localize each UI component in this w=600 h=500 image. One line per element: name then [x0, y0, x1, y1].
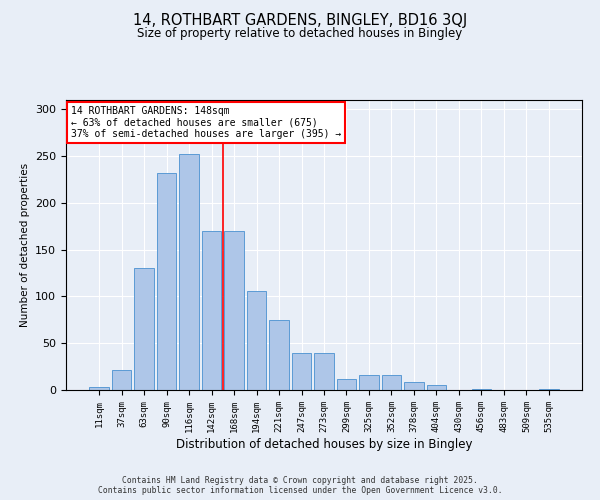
Bar — [224, 231, 244, 390]
Bar — [359, 375, 379, 390]
Bar — [112, 370, 131, 390]
Bar — [89, 387, 109, 390]
Bar — [247, 291, 266, 390]
Y-axis label: Number of detached properties: Number of detached properties — [20, 163, 29, 327]
Bar — [292, 352, 311, 390]
Text: 14 ROTHBART GARDENS: 148sqm
← 63% of detached houses are smaller (675)
37% of se: 14 ROTHBART GARDENS: 148sqm ← 63% of det… — [71, 106, 341, 139]
Text: Size of property relative to detached houses in Bingley: Size of property relative to detached ho… — [137, 28, 463, 40]
Bar — [314, 352, 334, 390]
Bar — [539, 389, 559, 390]
Bar — [134, 268, 154, 390]
Bar — [337, 379, 356, 390]
Bar — [202, 231, 221, 390]
Bar — [404, 382, 424, 390]
Bar — [157, 173, 176, 390]
Text: 14, ROTHBART GARDENS, BINGLEY, BD16 3QJ: 14, ROTHBART GARDENS, BINGLEY, BD16 3QJ — [133, 12, 467, 28]
Bar — [269, 320, 289, 390]
Bar — [382, 375, 401, 390]
Text: Contains HM Land Registry data © Crown copyright and database right 2025.
Contai: Contains HM Land Registry data © Crown c… — [98, 476, 502, 495]
Bar — [179, 154, 199, 390]
Bar — [427, 386, 446, 390]
X-axis label: Distribution of detached houses by size in Bingley: Distribution of detached houses by size … — [176, 438, 472, 450]
Bar — [472, 389, 491, 390]
